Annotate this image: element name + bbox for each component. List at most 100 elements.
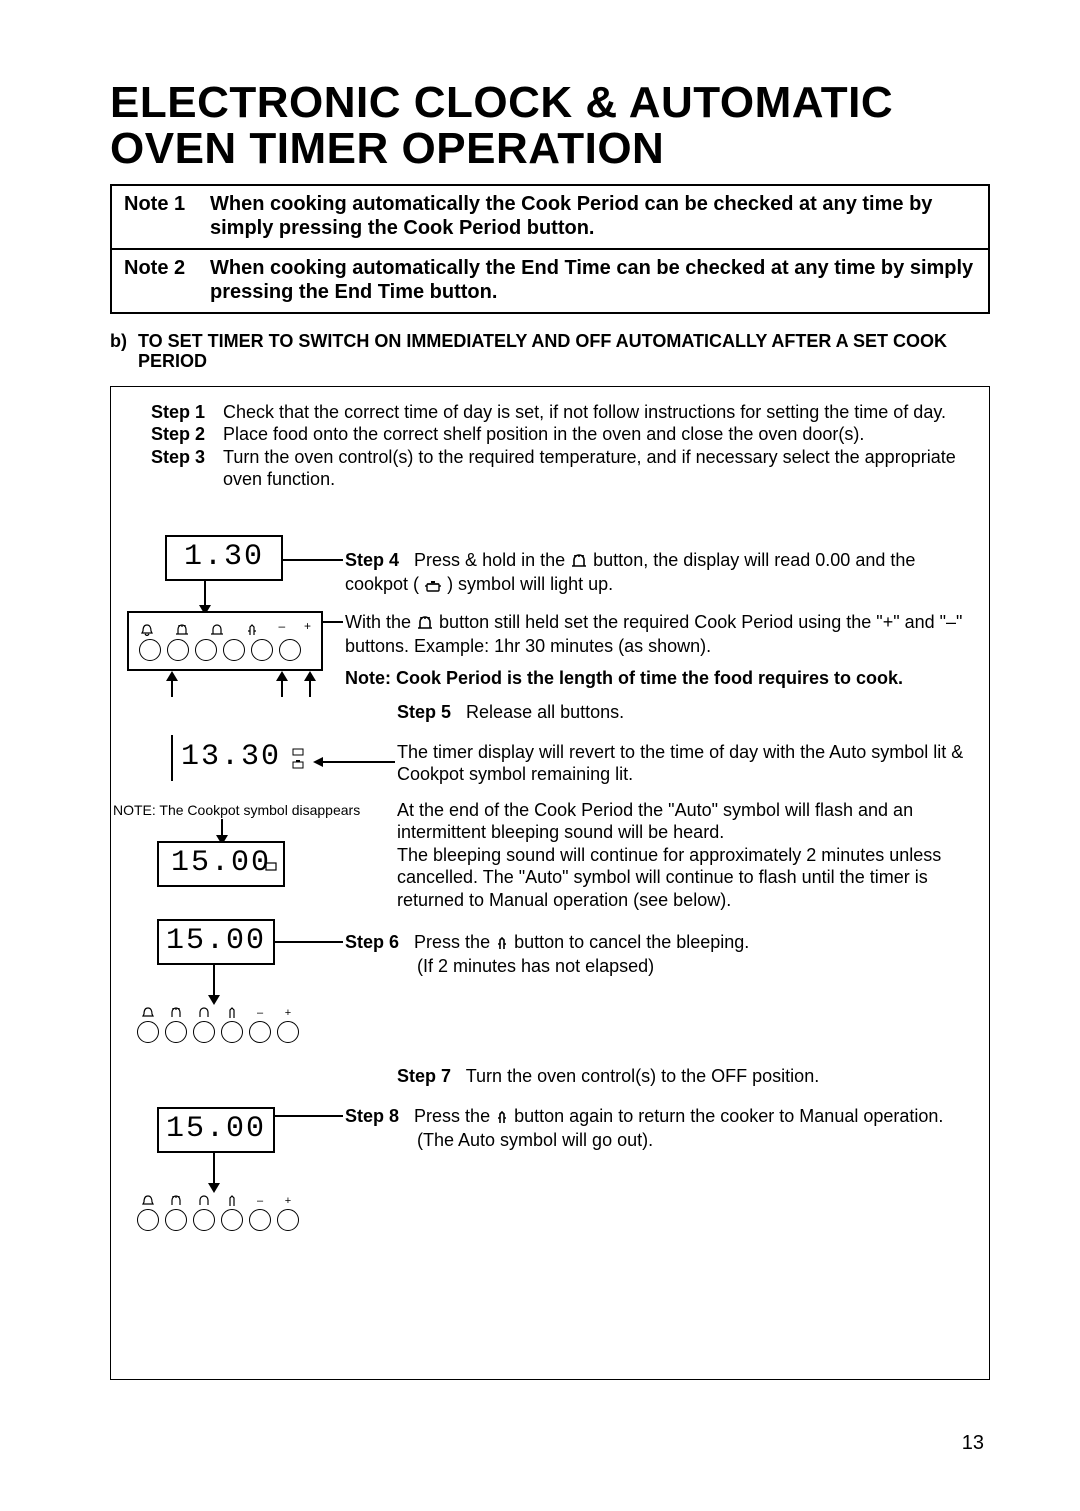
bell-button[interactable] xyxy=(137,1021,159,1043)
step6-line2: (If 2 minutes has not elapsed) xyxy=(417,955,654,978)
step-8: Step 8 Press the button again to return … xyxy=(345,1105,973,1152)
diagram-area: 1.30 – + xyxy=(127,535,973,1355)
button-row-3: – + xyxy=(137,1195,299,1231)
step6-text-b: button to cancel the bleeping. xyxy=(514,932,749,952)
leader-2 xyxy=(323,621,343,623)
cookpot-indicator-icon xyxy=(291,759,305,769)
note-label: Note 2 xyxy=(124,256,210,304)
manual-icon xyxy=(495,933,509,956)
cook-period-icon xyxy=(168,1007,184,1019)
bell-icon xyxy=(140,1007,156,1019)
end-time-icon xyxy=(196,1007,212,1019)
step-label: Step 1 xyxy=(151,401,223,424)
auto-indicator-icon xyxy=(291,747,305,757)
arrow-up-plus xyxy=(303,671,317,697)
note-text: When cooking automatically the End Time … xyxy=(210,256,976,304)
step6-text-a: Press the xyxy=(414,932,495,952)
display-2-wrap: 13.30 xyxy=(171,735,305,781)
step7-text: Turn the oven control(s) to the OFF posi… xyxy=(466,1066,820,1086)
step-3: Step 3 Turn the oven control(s) to the r… xyxy=(151,446,973,491)
minus-button[interactable] xyxy=(251,639,273,661)
manual-button[interactable] xyxy=(221,1021,243,1043)
plus-icon: + xyxy=(285,1007,291,1019)
minus-icon: – xyxy=(257,1195,263,1207)
minus-icon: – xyxy=(257,1007,263,1019)
step8-text-a: Press the xyxy=(414,1106,495,1126)
status-icons xyxy=(291,747,305,769)
step-label: Step 5 xyxy=(397,702,451,722)
step-text: Place food onto the correct shelf positi… xyxy=(223,423,973,446)
minus-button[interactable] xyxy=(249,1209,271,1231)
display-1: 1.30 xyxy=(165,535,283,581)
note-2: Note 2 When cooking automatically the En… xyxy=(112,248,988,312)
step-7: Step 7 Turn the oven control(s) to the O… xyxy=(397,1065,973,1088)
step-label: Step 4 xyxy=(345,550,399,570)
display-4: 15.00 xyxy=(157,919,275,965)
cook-period-icon xyxy=(416,613,434,636)
cookpot-icon xyxy=(424,575,442,598)
step-label: Step 6 xyxy=(345,932,399,952)
cook-period-button[interactable] xyxy=(167,639,189,661)
manual-icon xyxy=(495,1107,509,1130)
cookpot-note: NOTE: The Cookpot symbol disappears xyxy=(113,803,373,818)
step-label: Step 8 xyxy=(345,1106,399,1126)
plus-button[interactable] xyxy=(279,639,301,661)
leader-4 xyxy=(275,941,343,943)
end-of-period-text: At the end of the Cook Period the "Auto"… xyxy=(397,799,973,912)
arrow-d5-panel xyxy=(207,1153,221,1193)
leader-1 xyxy=(283,559,343,561)
step5-text: Release all buttons. xyxy=(466,702,624,722)
plus-button[interactable] xyxy=(277,1209,299,1231)
step4-text-a: Press & hold in the xyxy=(414,550,570,570)
end-time-button[interactable] xyxy=(193,1021,215,1043)
display-2: 13.30 xyxy=(173,739,289,777)
bell-button[interactable] xyxy=(137,1209,159,1231)
bell-button[interactable] xyxy=(139,639,161,661)
bell-icon xyxy=(140,1195,156,1207)
plus-button[interactable] xyxy=(277,1021,299,1043)
note-1: Note 1 When cooking automatically the Co… xyxy=(112,186,988,248)
end-time-icon xyxy=(196,1195,212,1207)
arrow-d4-panel xyxy=(207,965,221,1005)
manual-button[interactable] xyxy=(223,639,245,661)
plus-icon: + xyxy=(285,1195,291,1207)
note-text: When cooking automatically the Cook Peri… xyxy=(210,192,976,240)
step-label: Step 7 xyxy=(397,1066,451,1086)
step-1: Step 1 Check that the correct time of da… xyxy=(151,401,973,424)
leader-3 xyxy=(313,757,395,767)
manual-icon xyxy=(224,1007,240,1019)
section-b-heading: b) TO SET TIMER TO SWITCH ON IMMEDIATELY… xyxy=(110,332,990,372)
button-row-2: – + xyxy=(137,1007,299,1043)
display-3-value: 15.00 xyxy=(171,845,271,883)
end-time-button[interactable] xyxy=(193,1209,215,1231)
plus-icon: + xyxy=(304,619,311,642)
arrow-display-to-panel xyxy=(197,581,213,615)
step4-text-c: ) symbol will light up. xyxy=(447,574,613,594)
step-text: Turn the oven control(s) to the required… xyxy=(223,446,973,491)
step8-line2: (The Auto symbol will go out). xyxy=(417,1129,653,1152)
section-marker: b) xyxy=(110,332,138,372)
step4-line2a: With the xyxy=(345,612,416,632)
step-label: Step 3 xyxy=(151,446,223,491)
leader-5 xyxy=(275,1115,343,1117)
step-text: Check that the correct time of day is se… xyxy=(223,401,973,424)
instructions-box: Step 1 Check that the correct time of da… xyxy=(110,386,990,1380)
clock-panel-1: – + xyxy=(127,611,323,671)
end-time-button[interactable] xyxy=(195,639,217,661)
step-4: Step 4 Press & hold in the button, the d… xyxy=(345,549,973,598)
button-row-1 xyxy=(139,639,301,661)
note-label: Note 1 xyxy=(124,192,210,240)
step-2: Step 2 Place food onto the correct shelf… xyxy=(151,423,973,446)
arrow-up-cook xyxy=(165,671,179,697)
revert-text: The timer display will revert to the tim… xyxy=(397,741,973,786)
cook-period-button[interactable] xyxy=(165,1021,187,1043)
arrow-up-minus xyxy=(275,671,289,697)
display-3: 15.00 xyxy=(157,841,285,887)
page-title: ELECTRONIC CLOCK & AUTOMATIC OVEN TIMER … xyxy=(110,80,990,172)
cook-period-button[interactable] xyxy=(165,1209,187,1231)
page-number: 13 xyxy=(962,1432,984,1455)
steps-1-3: Step 1 Check that the correct time of da… xyxy=(151,401,973,491)
minus-button[interactable] xyxy=(249,1021,271,1043)
display-5: 15.00 xyxy=(157,1107,275,1153)
manual-button[interactable] xyxy=(221,1209,243,1231)
